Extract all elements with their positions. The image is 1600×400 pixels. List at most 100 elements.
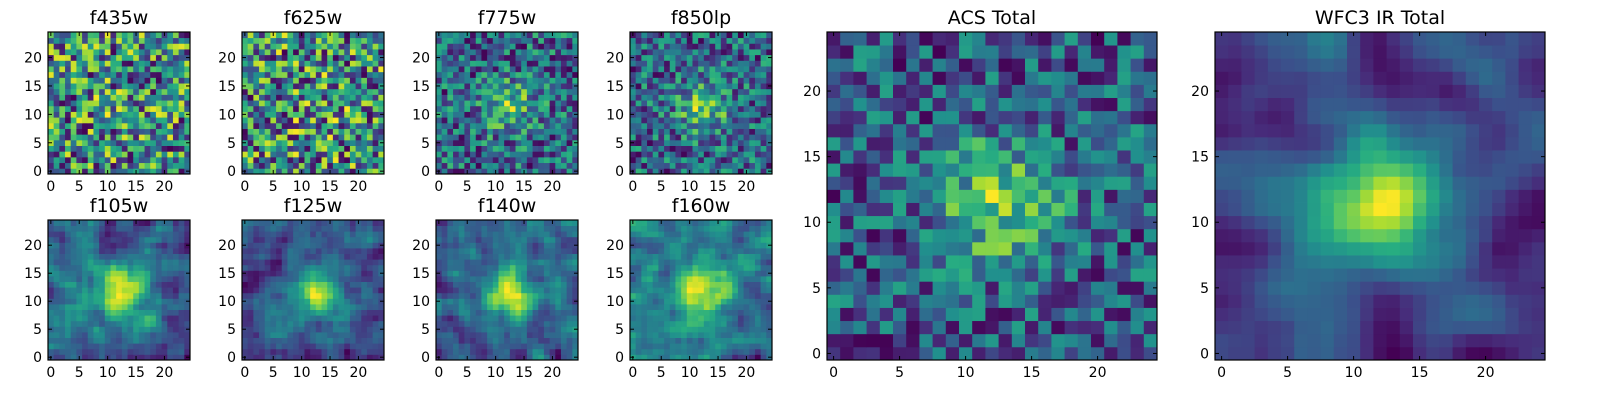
heatmap-cell — [641, 354, 648, 361]
heatmap-cell — [59, 66, 66, 73]
heatmap-cell — [65, 37, 72, 44]
heatmap-cell — [664, 281, 671, 288]
heatmap-cell — [760, 134, 767, 141]
heatmap-cell — [532, 248, 539, 254]
heatmap-cell — [515, 326, 522, 333]
heatmap-cell — [144, 139, 151, 146]
heatmap-cell — [304, 304, 311, 310]
heatmap-cell — [304, 77, 311, 84]
heatmap-cell — [242, 343, 249, 350]
heatmap-cell — [259, 128, 266, 135]
heatmap-cell — [87, 134, 94, 141]
heatmap-cell — [566, 37, 573, 44]
heatmap-cell — [692, 281, 699, 288]
heatmap-cell — [59, 60, 66, 67]
heatmap-cell — [150, 220, 157, 226]
heatmap-cell — [161, 236, 168, 243]
heatmap-cell — [492, 242, 499, 249]
heatmap-cell — [504, 298, 511, 305]
heatmap-cell — [509, 231, 516, 238]
heatmap-cell — [543, 276, 550, 282]
heatmap-cell — [276, 320, 283, 327]
heatmap-cell — [766, 151, 773, 158]
heatmap-cell — [104, 298, 111, 305]
heatmap-cell — [732, 156, 739, 164]
heatmap-cell — [681, 94, 688, 101]
heatmap-cell — [167, 156, 174, 164]
heatmap-cell — [703, 292, 710, 299]
heatmap-cell — [521, 315, 528, 322]
heatmap-cell — [315, 343, 322, 350]
heatmap-cell — [355, 111, 362, 118]
heatmap-cell — [259, 220, 266, 226]
heatmap-cell — [281, 253, 288, 260]
heatmap-cell — [464, 253, 471, 260]
heatmap-cell — [441, 100, 448, 107]
heatmap-cell — [298, 315, 305, 322]
heatmap-cell — [669, 151, 676, 158]
heatmap-cell — [264, 225, 271, 232]
heatmap-cell — [344, 111, 351, 118]
heatmap-cell — [93, 253, 100, 260]
heatmap-cell — [441, 253, 448, 260]
heatmap-cell — [538, 264, 545, 271]
heatmap-cell — [709, 320, 716, 327]
heatmap-cell — [458, 276, 465, 282]
heatmap-cell — [65, 281, 72, 288]
heatmap-cell — [121, 248, 128, 254]
heatmap-cell — [144, 128, 151, 135]
x-tick-label: 0 — [628, 179, 637, 195]
heatmap-cell — [310, 94, 317, 101]
heatmap-cell — [264, 276, 271, 282]
heatmap-cell — [521, 326, 528, 333]
heatmap-cell — [543, 270, 550, 277]
heatmap-cell — [492, 139, 499, 146]
heatmap-cell — [276, 83, 283, 90]
heatmap-cell — [281, 139, 288, 146]
heatmap-cell — [161, 270, 168, 277]
heatmap-cell — [458, 264, 465, 271]
heatmap-cell — [498, 77, 505, 84]
heatmap-cell — [172, 309, 180, 316]
heatmap-cell — [161, 71, 168, 78]
heatmap-cell — [150, 94, 157, 101]
heatmap-cell — [298, 309, 305, 316]
heatmap-cell — [464, 292, 471, 299]
heatmap-cell — [560, 236, 568, 243]
heatmap-cell — [492, 315, 499, 322]
heatmap-cell — [630, 117, 637, 124]
heatmap-cell — [532, 276, 539, 282]
heatmap-cell — [93, 134, 100, 141]
heatmap-cell — [298, 348, 305, 355]
heatmap-cell — [104, 156, 111, 164]
heatmap-cell — [99, 270, 106, 277]
heatmap-cell — [127, 348, 134, 355]
heatmap-cell — [487, 248, 494, 254]
heatmap-cell — [155, 43, 162, 50]
heatmap-cell — [555, 100, 562, 107]
heatmap-cell — [487, 225, 494, 232]
heatmap-cell — [664, 111, 671, 118]
heatmap-cell — [321, 309, 328, 316]
heatmap-cell — [304, 43, 311, 50]
heatmap-cell — [692, 139, 699, 146]
heatmap-cell — [658, 139, 665, 146]
heatmap-cell — [298, 151, 305, 158]
heatmap-cell — [355, 242, 362, 249]
heatmap-cell — [349, 60, 356, 67]
heatmap-cell — [366, 151, 374, 158]
heatmap-cell — [487, 117, 494, 124]
heatmap-cell — [48, 304, 55, 310]
heatmap-cell — [93, 111, 100, 118]
heatmap-cell — [760, 304, 767, 310]
heatmap-cell — [549, 309, 556, 316]
heatmap-cell — [720, 100, 727, 107]
heatmap-cell — [521, 298, 528, 305]
heatmap-cell — [555, 151, 562, 158]
heatmap-cell — [167, 236, 174, 243]
heatmap-cell — [48, 66, 55, 73]
heatmap-cell — [178, 32, 185, 39]
heatmap-cell — [509, 270, 516, 277]
heatmap-cell — [743, 100, 750, 107]
heatmap-cell — [178, 225, 185, 232]
